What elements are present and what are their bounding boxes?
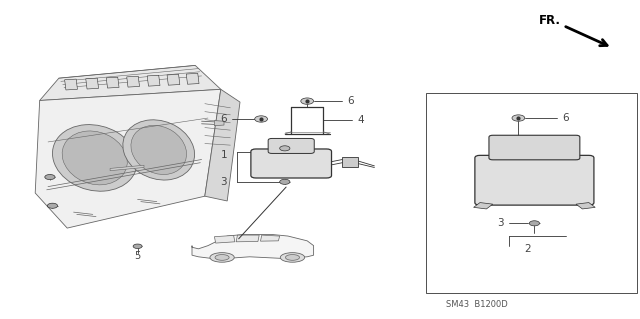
Text: 5: 5 bbox=[134, 251, 141, 261]
Circle shape bbox=[280, 146, 290, 151]
Polygon shape bbox=[86, 78, 99, 89]
Polygon shape bbox=[127, 76, 140, 87]
Polygon shape bbox=[35, 89, 221, 228]
Text: FR.: FR. bbox=[540, 14, 561, 27]
Polygon shape bbox=[260, 235, 280, 241]
Circle shape bbox=[301, 98, 314, 104]
Text: 3: 3 bbox=[221, 177, 227, 187]
Polygon shape bbox=[40, 65, 221, 100]
Polygon shape bbox=[110, 165, 144, 171]
Circle shape bbox=[280, 179, 290, 184]
Text: 6: 6 bbox=[562, 113, 568, 123]
Ellipse shape bbox=[285, 255, 300, 260]
Polygon shape bbox=[474, 203, 493, 209]
Text: 3: 3 bbox=[497, 218, 504, 228]
Polygon shape bbox=[192, 234, 314, 258]
Polygon shape bbox=[214, 235, 235, 243]
Polygon shape bbox=[214, 121, 224, 126]
Text: 6: 6 bbox=[348, 96, 354, 106]
Polygon shape bbox=[342, 157, 358, 167]
Circle shape bbox=[45, 174, 55, 180]
Ellipse shape bbox=[280, 253, 305, 262]
Polygon shape bbox=[147, 75, 160, 86]
Polygon shape bbox=[576, 203, 595, 209]
Text: 1: 1 bbox=[221, 150, 227, 160]
Polygon shape bbox=[205, 89, 240, 201]
Circle shape bbox=[255, 116, 268, 122]
FancyBboxPatch shape bbox=[251, 149, 332, 178]
Circle shape bbox=[529, 221, 540, 226]
FancyBboxPatch shape bbox=[475, 155, 594, 205]
Text: SM43  B1200D: SM43 B1200D bbox=[446, 300, 508, 309]
Polygon shape bbox=[186, 73, 199, 84]
FancyBboxPatch shape bbox=[268, 138, 314, 153]
Polygon shape bbox=[65, 79, 77, 90]
Ellipse shape bbox=[123, 120, 195, 180]
Polygon shape bbox=[106, 77, 119, 88]
Text: 4: 4 bbox=[357, 115, 364, 125]
Polygon shape bbox=[236, 235, 259, 242]
FancyBboxPatch shape bbox=[489, 135, 580, 160]
Ellipse shape bbox=[62, 131, 127, 185]
Circle shape bbox=[47, 203, 58, 208]
Circle shape bbox=[133, 244, 142, 249]
Polygon shape bbox=[167, 74, 180, 85]
Circle shape bbox=[512, 115, 525, 121]
Ellipse shape bbox=[210, 253, 234, 262]
Ellipse shape bbox=[131, 125, 186, 174]
Text: 2: 2 bbox=[525, 244, 531, 255]
Text: 6: 6 bbox=[221, 114, 227, 124]
Ellipse shape bbox=[52, 125, 137, 191]
Ellipse shape bbox=[215, 255, 229, 260]
